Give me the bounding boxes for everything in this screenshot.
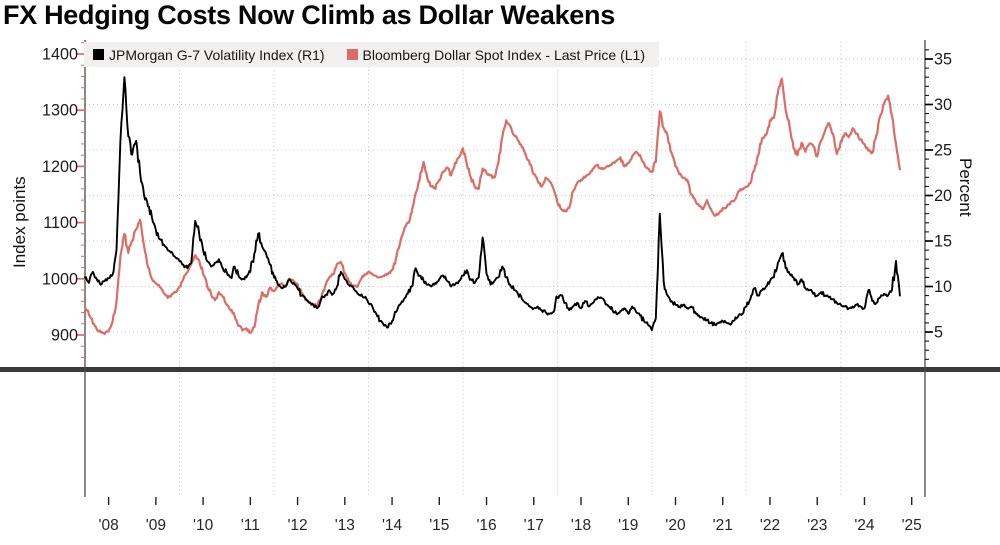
legend-label-volatility: JPMorgan G-7 Volatility Index (R1) — [109, 46, 325, 63]
chart-legend: JPMorgan G-7 Volatility Index (R1) Bloom… — [84, 42, 659, 67]
legend-label-dollar: Bloomberg Dollar Spot Index - Last Price… — [362, 46, 645, 63]
x-axis-year-label: '12 — [287, 517, 307, 534]
x-axis-year-label: '21 — [713, 517, 733, 534]
volatility-series-swatch-icon — [93, 49, 104, 60]
right-axis-tick-label: 10 — [934, 278, 952, 296]
right-axis-tick-label: 5 — [934, 324, 943, 342]
right-axis-title: Percent — [956, 158, 975, 217]
dollar-series-swatch-icon — [346, 49, 358, 60]
series-dollar-line — [83, 77, 901, 335]
left-axis-tick-label: 900 — [51, 327, 78, 345]
x-axis-year-label: '17 — [524, 517, 544, 534]
x-axis-year-label: '16 — [476, 517, 496, 534]
x-axis-year-label: '10 — [193, 517, 214, 534]
right-axis-tick-label: 25 — [934, 142, 952, 160]
x-axis-year-label: '11 — [241, 517, 260, 534]
left-axis-tick-label: 1200 — [42, 158, 78, 176]
x-axis-year-label: '22 — [760, 517, 780, 534]
legend-item-volatility: JPMorgan G-7 Volatility Index (R1) — [93, 47, 325, 63]
pane-separator — [0, 367, 1000, 372]
right-axis-tick-label: 30 — [934, 96, 952, 114]
right-axis-tick-label: 35 — [934, 51, 952, 69]
left-axis-tick-label: 1000 — [42, 270, 78, 288]
left-axis-tick-label: 1100 — [43, 214, 78, 232]
x-axis-year-label: '14 — [382, 517, 403, 534]
right-axis-tick-label: 20 — [934, 187, 952, 205]
x-axis-year-label: '15 — [429, 517, 449, 534]
x-axis-year-label: '24 — [854, 517, 875, 534]
page-title: FX Hedging Costs Now Climb as Dollar Wea… — [3, 0, 615, 30]
right-axis-tick-label: 15 — [934, 233, 952, 251]
x-axis-year-label: '09 — [146, 517, 166, 534]
left-axis-title: Index points — [10, 176, 29, 268]
x-axis-year-label: '20 — [665, 517, 686, 534]
legend-item-dollar: Bloomberg Dollar Spot Index - Last Price… — [346, 46, 645, 63]
left-axis-tick-label: 1300 — [42, 102, 78, 120]
x-axis-year-label: '18 — [571, 517, 591, 534]
left-axis-tick-label: 1400 — [42, 46, 78, 64]
x-axis-year-label: '13 — [335, 517, 355, 534]
x-axis-year-label: '19 — [618, 517, 638, 534]
x-axis-year-label: '25 — [902, 517, 922, 534]
x-axis-year-label: '08 — [99, 517, 119, 534]
x-axis-year-label: '23 — [807, 517, 827, 534]
series-volatility-line — [84, 76, 901, 332]
